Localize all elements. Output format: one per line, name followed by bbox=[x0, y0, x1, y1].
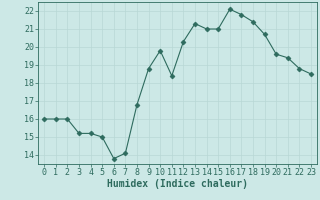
X-axis label: Humidex (Indice chaleur): Humidex (Indice chaleur) bbox=[107, 179, 248, 189]
